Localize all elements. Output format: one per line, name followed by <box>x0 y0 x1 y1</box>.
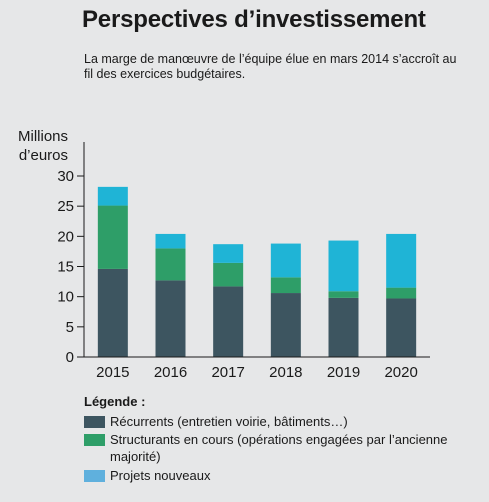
y-tick-label: 15 <box>57 259 74 276</box>
x-tick-label: 2020 <box>384 364 417 381</box>
legend-label-recurrents: Récurrents (entretien voirie, bâtiments…… <box>110 414 348 429</box>
y-tick-label: 5 <box>66 319 74 336</box>
bar-recurrents <box>270 293 301 357</box>
legend-swatch-nouveaux <box>84 470 105 482</box>
bar-nouveaux <box>328 240 359 292</box>
legend-item-structurants: Structurants en cours (opérations engagé… <box>84 431 470 465</box>
chart-title: Perspectives d’investissement <box>82 6 426 33</box>
y-tick-label: 20 <box>57 228 74 245</box>
bar-structurants <box>328 291 359 298</box>
bar-recurrents <box>213 286 244 357</box>
y-tick-label: 0 <box>66 349 74 366</box>
x-tick-label: 2019 <box>327 364 360 381</box>
x-tick-label: 2017 <box>211 364 244 381</box>
bar-recurrents <box>155 280 186 357</box>
bar-nouveaux <box>97 186 128 206</box>
y-tick-label: 10 <box>57 289 74 306</box>
legend-swatch-recurrents <box>84 416 105 428</box>
bar-recurrents <box>97 268 128 357</box>
x-tick-label: 2018 <box>269 364 302 381</box>
legend-label-structurants: Structurants en cours (opérations engagé… <box>110 432 448 464</box>
legend-title: Légende : <box>84 394 146 409</box>
bar-recurrents <box>386 298 417 357</box>
y-axis-label: Millions d’euros <box>18 127 68 165</box>
legend-swatch-structurants <box>84 434 105 446</box>
y-tick-label: 30 <box>57 168 74 185</box>
bar-structurants <box>155 248 186 281</box>
bar-nouveaux <box>386 233 417 288</box>
y-tick-label: 25 <box>57 198 74 215</box>
legend-item-nouveaux: Projets nouveaux <box>84 467 470 484</box>
bar-structurants <box>386 287 417 299</box>
bar-nouveaux <box>155 233 186 249</box>
legend-item-recurrents: Récurrents (entretien voirie, bâtiments…… <box>84 413 470 430</box>
y-axis-label-line1: Millions <box>18 128 69 145</box>
bar-structurants <box>213 262 244 287</box>
bar-nouveaux <box>213 244 244 263</box>
legend-label-nouveaux: Projets nouveaux <box>110 468 211 483</box>
chart-subtitle: La marge de manœuvre de l’équipe élue en… <box>84 52 457 81</box>
bar-recurrents <box>328 297 359 357</box>
x-tick-label: 2016 <box>154 364 187 381</box>
y-axis-label-line2: d’euros <box>18 147 69 164</box>
bar-nouveaux <box>270 243 301 278</box>
x-tick-label: 2015 <box>96 364 129 381</box>
bar-structurants <box>97 205 128 269</box>
bar-structurants <box>270 277 301 294</box>
